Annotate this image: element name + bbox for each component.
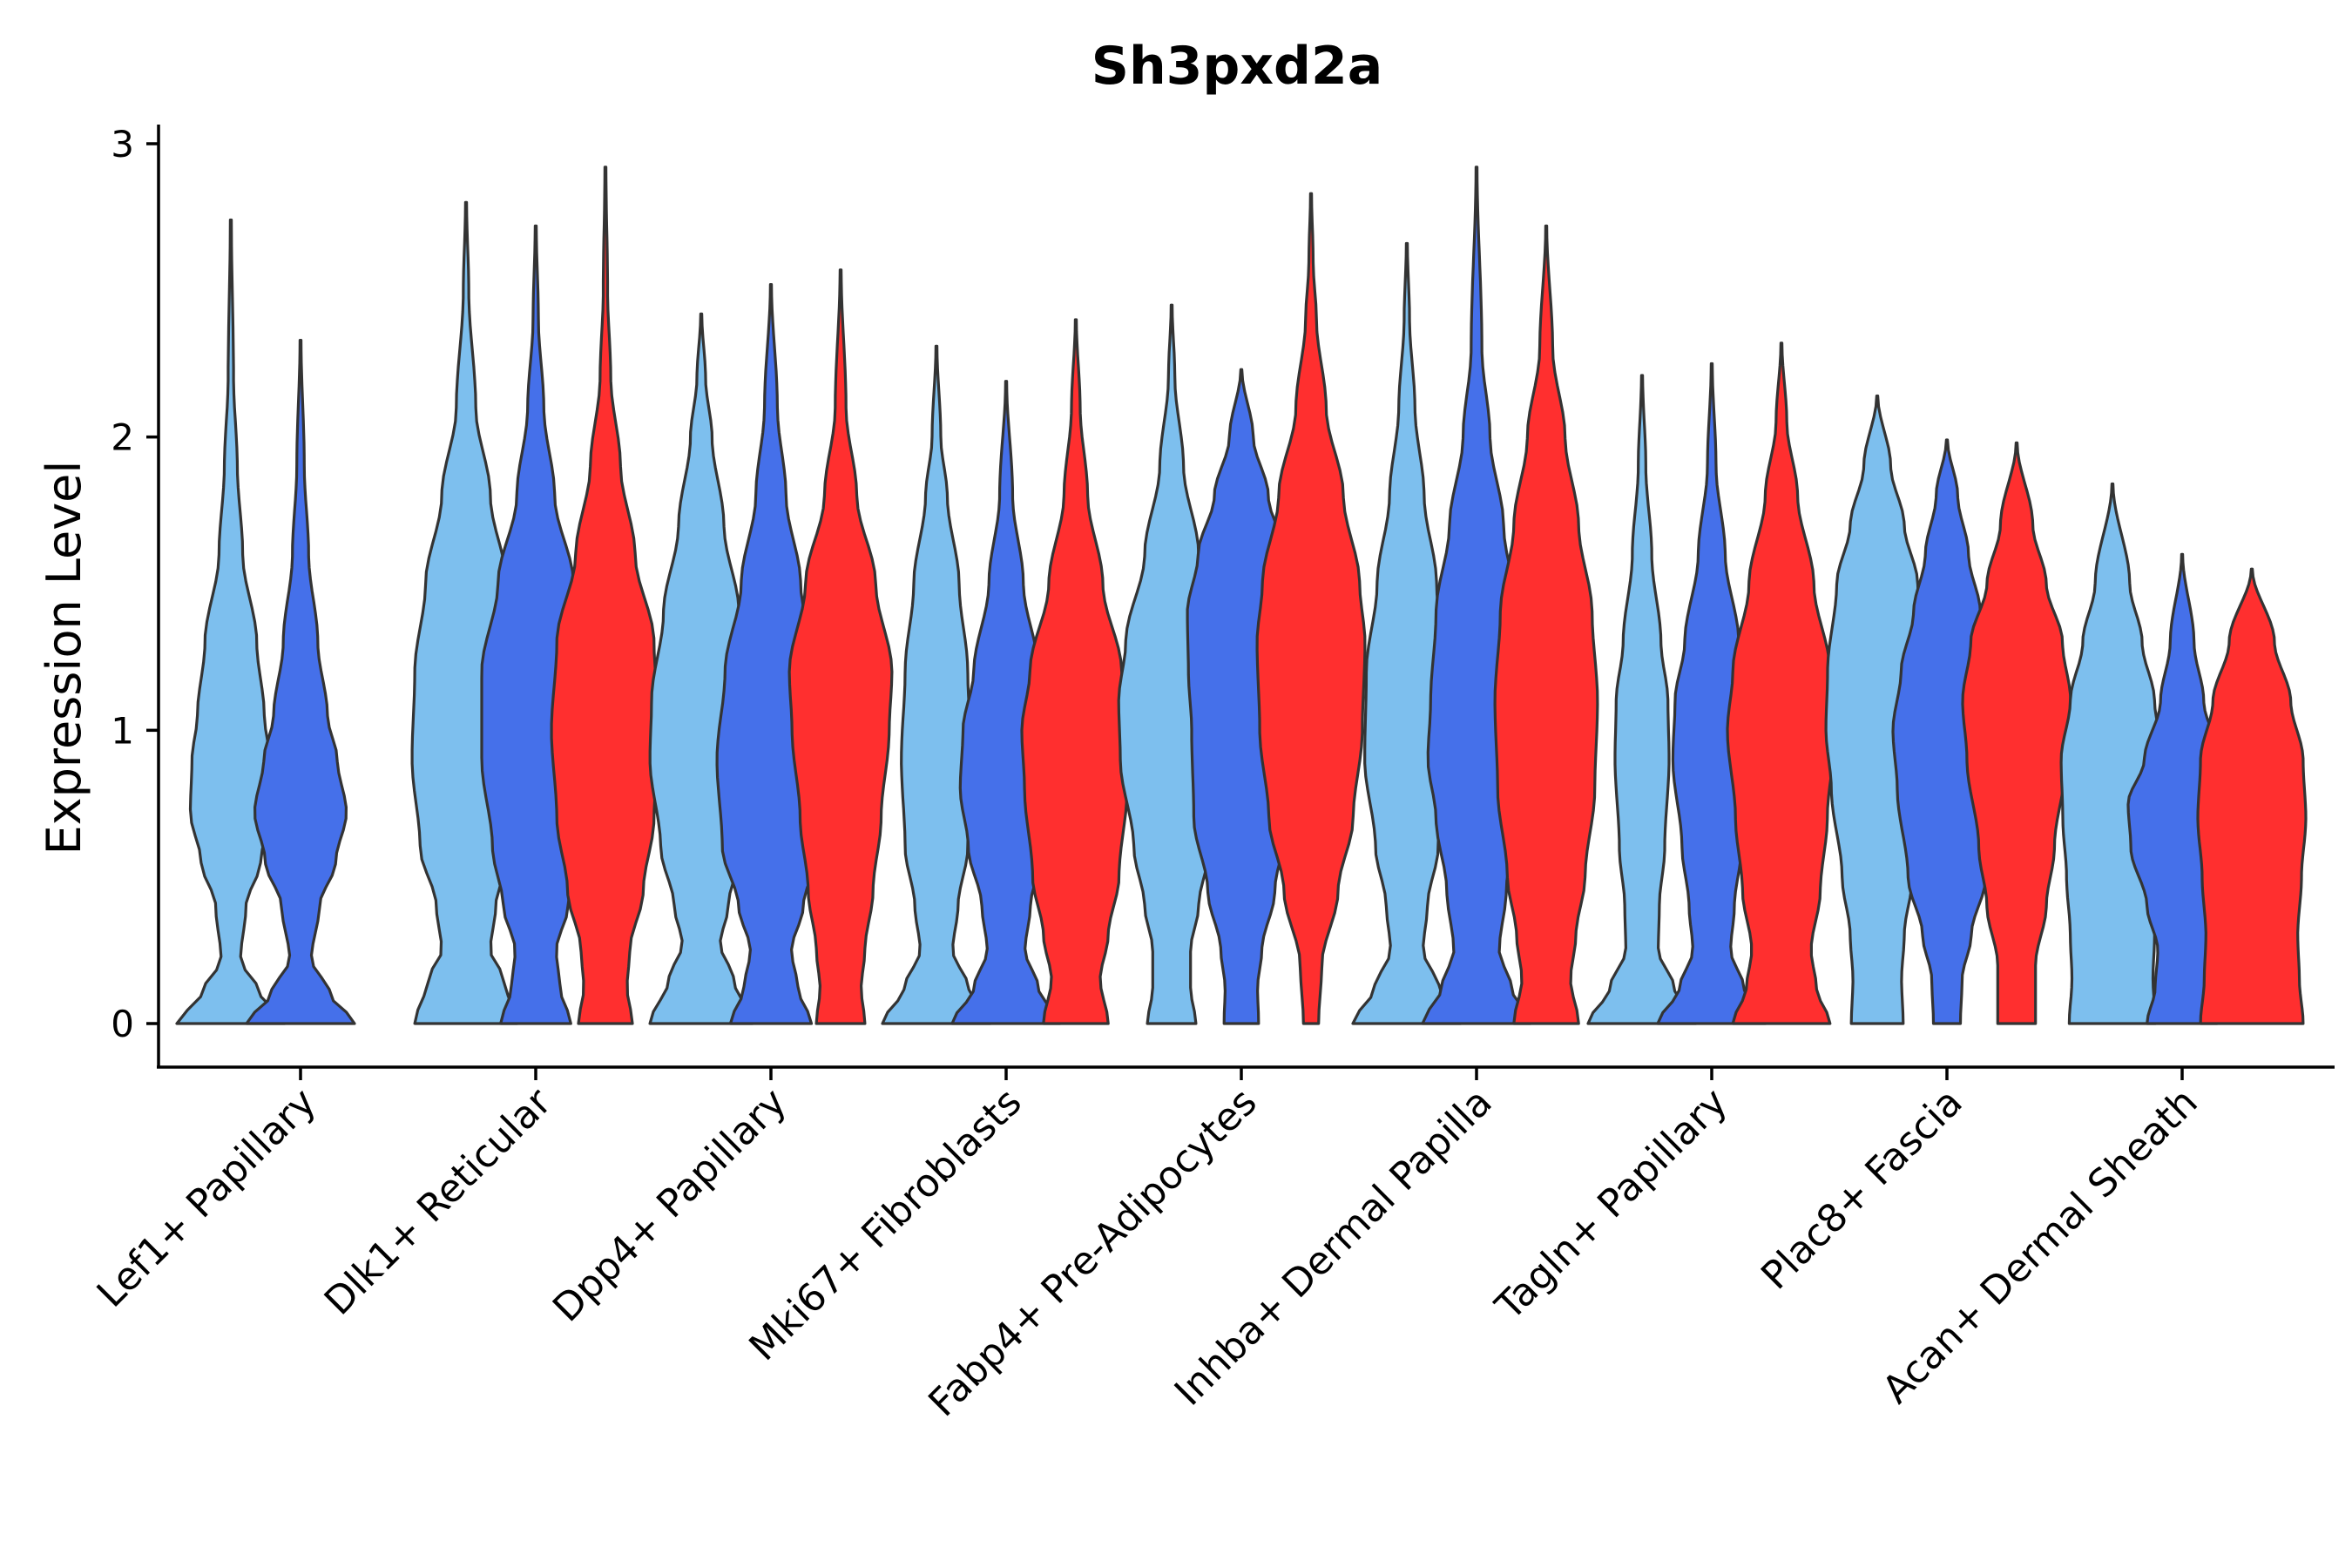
violin-layer xyxy=(175,166,2308,1025)
violin-7-group-1 xyxy=(1586,374,1698,1025)
axes xyxy=(157,125,2335,1069)
y-tick-label: 1 xyxy=(111,709,134,752)
x-tick-label: Lef1+ Papillary xyxy=(89,1080,325,1316)
violin-7-group-3 xyxy=(1726,341,1837,1025)
x-tick-label: Plac8+ Fascia xyxy=(1753,1080,1971,1299)
violin-9-group-3 xyxy=(2196,567,2308,1025)
x-tick-label: Tagln+ Papillary xyxy=(1487,1080,1736,1329)
y-tick-label: 2 xyxy=(111,416,134,459)
y-ticks: 0 1 2 3 xyxy=(111,123,159,1045)
violin-5-group-3 xyxy=(1255,192,1367,1025)
chart-title: Sh3pxd2a xyxy=(1092,36,1383,97)
violin-2-group-3 xyxy=(550,166,661,1025)
y-tick-label: 3 xyxy=(111,123,134,166)
x-tick-label: Dpp4+ Papillary xyxy=(544,1080,795,1331)
violin-6-group-3 xyxy=(1493,224,1599,1025)
x-tick-label: Dlk1+ Reticular xyxy=(316,1079,561,1324)
violin-8-group-3 xyxy=(1961,441,2072,1025)
violin-3-group-3 xyxy=(787,268,894,1025)
violin-1-group-1 xyxy=(175,218,287,1025)
violin-4-group-3 xyxy=(1020,318,1132,1025)
y-axis-label: Expression Level xyxy=(37,461,91,855)
violin-1-group-2 xyxy=(245,339,356,1025)
y-tick-label: 0 xyxy=(111,1003,134,1045)
